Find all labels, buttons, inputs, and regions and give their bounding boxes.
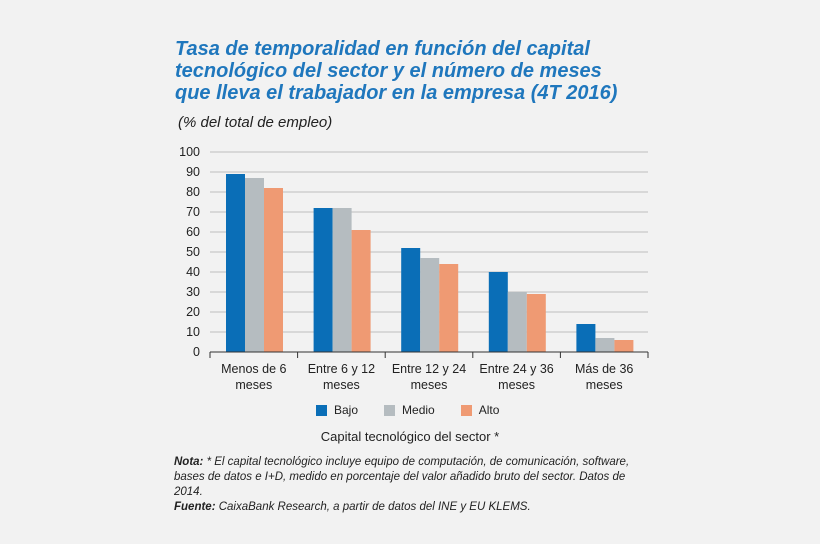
- legend-swatch-alto: [460, 404, 472, 416]
- y-tick-label: 10: [186, 325, 200, 339]
- bar-bajo: [401, 248, 421, 352]
- legend-label-bajo: Bajo: [334, 403, 359, 417]
- legend-swatch-bajo: [316, 404, 327, 416]
- bar-alto: [264, 188, 283, 352]
- x-tick-label: meses: [498, 378, 535, 392]
- x-axis-title: Capital tecnológico del sector *: [320, 429, 500, 444]
- y-tick-label: 70: [186, 205, 200, 219]
- bar-medio: [507, 292, 527, 352]
- x-tick-label: Entre 6 y 12: [308, 362, 375, 376]
- bar-medio: [420, 258, 440, 352]
- x-tick-label: meses: [411, 378, 448, 392]
- y-tick-label: 50: [186, 245, 200, 259]
- y-tick-label: 40: [186, 265, 200, 279]
- chart-title-line: Tasa de temporalidad en función del capi…: [175, 38, 590, 60]
- x-tick-label: meses: [323, 378, 360, 392]
- y-tick-label: 90: [186, 165, 200, 179]
- y-tick-label: 30: [186, 285, 200, 299]
- bar-bajo: [576, 324, 596, 352]
- y-tick-label: 20: [186, 305, 200, 319]
- note-paragraph: Nota: * El capital tecnológico incluye e…: [174, 455, 654, 500]
- legend-swatch-medio: [384, 404, 396, 416]
- note-text: * El capital tecnológico incluye equipo …: [174, 456, 630, 498]
- x-tick-label: meses: [235, 378, 272, 392]
- y-tick-label: 60: [186, 225, 200, 239]
- bar-alto: [526, 294, 546, 352]
- x-tick-label: Entre 12 y 24: [392, 362, 466, 376]
- x-tick-label: meses: [586, 378, 623, 392]
- source-paragraph: Fuente: CaixaBank Research, a partir de …: [174, 500, 654, 515]
- bar-alto: [614, 340, 634, 352]
- legend-item-medio: Medio: [384, 403, 435, 417]
- x-tick-label: Más de 36: [575, 362, 633, 376]
- chart-title-line: tecnológico del sector y el número de me…: [175, 60, 602, 82]
- bar-medio: [245, 178, 264, 352]
- note-label: Nota:: [174, 456, 204, 468]
- chart-notes: Nota: * El capital tecnológico incluye e…: [174, 455, 654, 515]
- y-tick-label: 80: [186, 185, 200, 199]
- bar-bajo: [488, 272, 508, 352]
- bar-medio: [595, 338, 615, 352]
- bar-medio: [332, 208, 352, 352]
- x-tick-label: Menos de 6: [221, 362, 286, 376]
- y-tick-label: 0: [193, 345, 200, 359]
- chart-title-line: que lleva el trabajador en la empresa (4…: [175, 82, 618, 104]
- chart-subtitle: (% del total de empleo): [178, 114, 333, 131]
- source-label: Fuente:: [174, 501, 216, 513]
- bar-alto: [439, 264, 459, 352]
- bar-bajo: [313, 208, 333, 352]
- y-tick-label: 100: [179, 145, 200, 159]
- legend-item-bajo: Bajo: [316, 403, 358, 417]
- source-text: CaixaBank Research, a partir de datos de…: [215, 501, 531, 513]
- legend-item-alto: Alto: [460, 403, 500, 417]
- x-tick-label: Entre 24 y 36: [479, 362, 553, 376]
- legend-label-medio: Medio: [402, 403, 435, 417]
- chart-legend: Bajo Medio Alto: [316, 403, 499, 417]
- chart-title: Tasa de temporalidad en función del capi…: [175, 38, 655, 104]
- legend-label-alto: Alto: [478, 403, 500, 417]
- bar-bajo: [226, 174, 245, 352]
- bar-alto: [351, 230, 371, 352]
